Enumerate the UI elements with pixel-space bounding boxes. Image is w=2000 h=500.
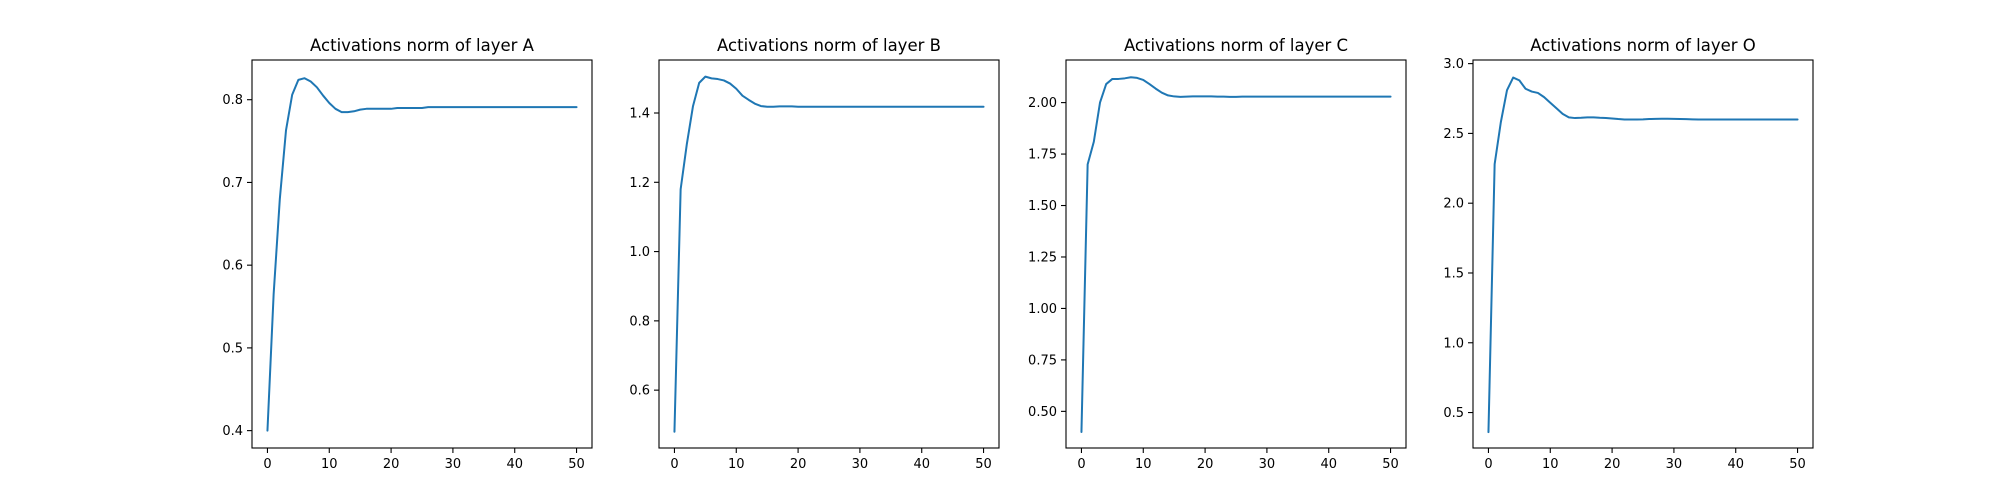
x-tick-label: 0 bbox=[1077, 457, 1085, 472]
axes-frame bbox=[1472, 59, 1814, 449]
y-tick-label: 1.25 bbox=[1028, 250, 1057, 265]
y-tick-label: 1.0 bbox=[629, 245, 650, 260]
series-line bbox=[1080, 76, 1392, 433]
axes-frame bbox=[1065, 59, 1407, 449]
subplot-3: Activations norm of layer C 0 10 20 30 40 50 0.… bbox=[1028, 36, 1407, 472]
series-line bbox=[673, 75, 985, 433]
x-tick-label: 20 bbox=[1197, 457, 1214, 472]
y-tick-label: 1.0 bbox=[1443, 336, 1464, 351]
chart-title: Activations norm of layer A bbox=[310, 36, 535, 55]
y-tick-label: 1.2 bbox=[629, 176, 650, 191]
y-tick-label: 0.6 bbox=[222, 259, 243, 274]
y-tick-label: 2.00 bbox=[1028, 96, 1057, 111]
x-tick-label: 20 bbox=[1604, 457, 1621, 472]
y-tick-label: 2.0 bbox=[1443, 197, 1464, 212]
subplot-4: Activations norm of layer O 0 10 20 30 40 50 0.… bbox=[1443, 36, 1814, 472]
chart-title: Activations norm of layer B bbox=[717, 36, 941, 55]
chart-title: Activations norm of layer O bbox=[1530, 36, 1756, 55]
y-tick-label: 1.75 bbox=[1028, 148, 1057, 163]
x-tick-label: 30 bbox=[1259, 457, 1276, 472]
series-line bbox=[1487, 76, 1799, 434]
x-tick-label: 10 bbox=[1542, 457, 1559, 472]
x-tick-label: 20 bbox=[383, 457, 400, 472]
x-tick-label: 30 bbox=[1666, 457, 1683, 472]
y-tick-label: 0.5 bbox=[1443, 406, 1464, 421]
y-tick-label: 1.5 bbox=[1443, 266, 1464, 281]
x-tick-label: 10 bbox=[1135, 457, 1152, 472]
y-tick-label: 0.4 bbox=[222, 424, 243, 439]
x-tick-label: 0 bbox=[263, 457, 271, 472]
x-tick-label: 50 bbox=[1382, 457, 1399, 472]
x-tick-label: 10 bbox=[321, 457, 338, 472]
y-tick-label: 0.6 bbox=[629, 384, 650, 399]
y-tick-label: 1.4 bbox=[629, 107, 650, 122]
y-tick-label: 1.00 bbox=[1028, 302, 1057, 317]
axes-frame bbox=[251, 59, 593, 449]
subplot-2: Activations norm of layer B 0 10 20 30 40 50 0.… bbox=[629, 36, 1000, 472]
subplots: Activations norm of layer A 0 10 20 30 40 50 0.… bbox=[222, 36, 1814, 472]
x-tick-label: 40 bbox=[506, 457, 523, 472]
x-tick-label: 40 bbox=[1727, 457, 1744, 472]
y-tick-label: 0.50 bbox=[1028, 405, 1057, 420]
y-tick-label: 0.8 bbox=[629, 314, 650, 329]
x-tick-label: 0 bbox=[1484, 457, 1492, 472]
y-tick-label: 0.75 bbox=[1028, 353, 1057, 368]
subplot-1: Activations norm of layer A 0 10 20 30 40 50 0.… bbox=[222, 36, 593, 472]
x-tick-label: 50 bbox=[975, 457, 992, 472]
axes-frame bbox=[658, 59, 1000, 449]
chart-title: Activations norm of layer C bbox=[1124, 36, 1348, 55]
x-tick-label: 0 bbox=[670, 457, 678, 472]
x-tick-label: 50 bbox=[568, 457, 585, 472]
y-tick-label: 2.5 bbox=[1443, 127, 1464, 142]
y-tick-label: 3.0 bbox=[1443, 57, 1464, 72]
x-tick-label: 40 bbox=[1320, 457, 1337, 472]
series-line bbox=[266, 77, 578, 432]
x-tick-label: 30 bbox=[852, 457, 869, 472]
x-tick-label: 40 bbox=[913, 457, 930, 472]
x-tick-label: 50 bbox=[1789, 457, 1806, 472]
y-tick-label: 0.8 bbox=[222, 93, 243, 108]
x-tick-label: 30 bbox=[445, 457, 462, 472]
y-tick-label: 0.5 bbox=[222, 341, 243, 356]
x-tick-label: 10 bbox=[728, 457, 745, 472]
y-tick-label: 1.50 bbox=[1028, 199, 1057, 214]
y-tick-label: 0.7 bbox=[222, 176, 243, 191]
x-tick-label: 20 bbox=[790, 457, 807, 472]
